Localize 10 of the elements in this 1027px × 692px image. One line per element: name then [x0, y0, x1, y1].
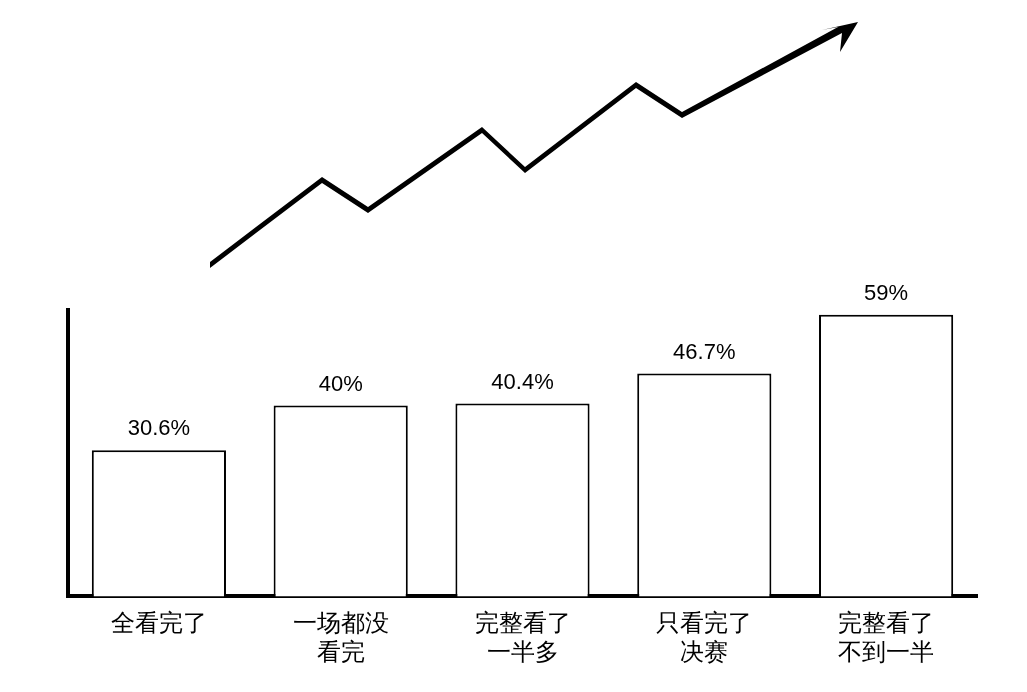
data-label: 59%: [864, 279, 909, 305]
data-label: 46.7%: [673, 338, 736, 364]
x-tick-label: 全看完了: [110, 609, 207, 638]
x-tick-label: 完整看了一半多: [474, 609, 571, 666]
data-label: 30.6%: [127, 415, 191, 441]
data-label: 40.4%: [491, 368, 554, 394]
x-tick-label: 完整看了不到一半: [838, 609, 935, 666]
x-tick-label: 一场都没看完: [292, 609, 389, 666]
x-tick-label: 只看完了决赛: [656, 609, 753, 666]
data-label: 40%: [318, 370, 363, 396]
